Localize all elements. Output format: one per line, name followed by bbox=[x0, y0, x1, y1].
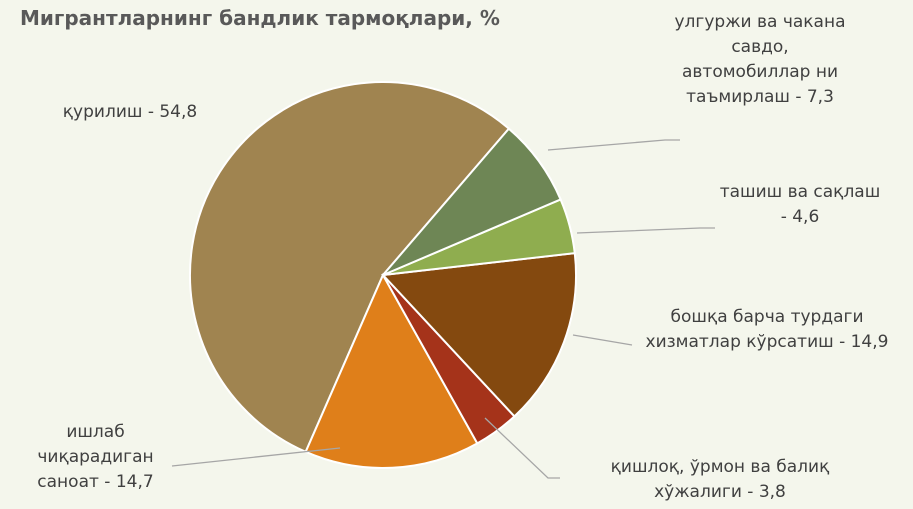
pie-slice bbox=[304, 272, 479, 469]
slice-label: қишлоқ, ўрмон ва балиқ хўжалиги - 3,8 bbox=[610, 457, 830, 502]
leader-line bbox=[547, 139, 680, 151]
slice-label: ишлаб чиқарадиган саноат - 14,7 bbox=[37, 422, 154, 492]
slice-label: бошқа барча турдаги хизматлар кўрсатиш -… bbox=[645, 307, 889, 352]
pie-slice bbox=[380, 252, 577, 418]
leader-line bbox=[572, 334, 633, 346]
leader-line bbox=[484, 417, 560, 479]
slice-label: улгуржи ва чакана савдо, автомобиллар ни… bbox=[674, 12, 846, 107]
pie-slice bbox=[189, 81, 511, 454]
leader-line bbox=[171, 447, 341, 467]
chart-title: Мигрантларнинг бандлик тармоқлари, % bbox=[20, 6, 500, 30]
leader-line bbox=[576, 227, 715, 234]
slice-label: ташиш ва сақлаш - 4,6 bbox=[719, 182, 881, 227]
pie-slice bbox=[382, 127, 562, 276]
slice-label: қурилиш - 54,8 bbox=[62, 102, 198, 122]
